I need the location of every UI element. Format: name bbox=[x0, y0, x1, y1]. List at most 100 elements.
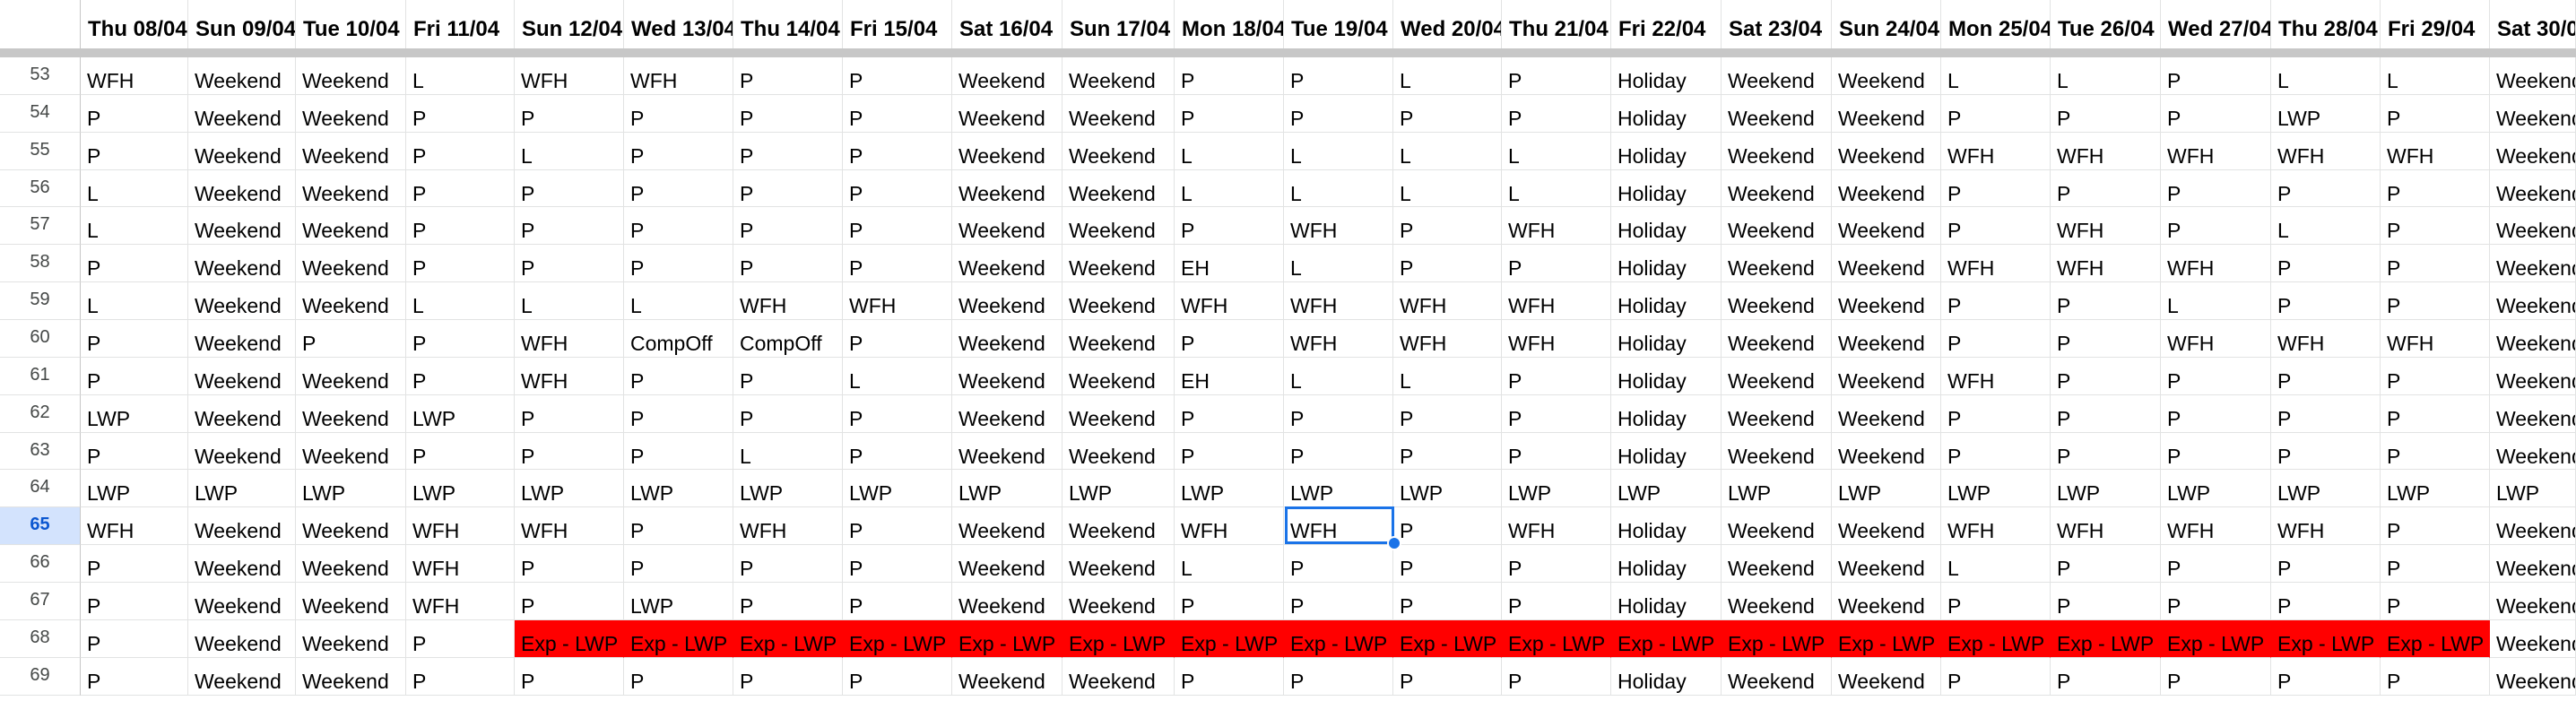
grid-cell[interactable]: P bbox=[2161, 357, 2271, 395]
grid-cell[interactable]: Weekend bbox=[296, 657, 406, 696]
grid-cell[interactable]: P bbox=[2271, 169, 2381, 208]
grid-cell[interactable]: P bbox=[2051, 169, 2161, 208]
grid-cell[interactable]: WFH bbox=[1502, 207, 1611, 246]
column-header[interactable]: Mon 25/04 bbox=[1941, 0, 2051, 48]
column-header[interactable]: Tue 10/04 bbox=[296, 0, 406, 48]
grid-cell[interactable]: P bbox=[624, 169, 733, 208]
row-number[interactable]: 53 bbox=[0, 57, 81, 95]
grid-cell[interactable]: WFH bbox=[1284, 207, 1393, 246]
grid-cell[interactable]: P bbox=[296, 320, 406, 358]
grid-cell[interactable]: Holiday bbox=[1611, 357, 1722, 395]
grid-cell[interactable]: LWP bbox=[188, 470, 296, 508]
grid-cell[interactable]: P bbox=[1284, 57, 1393, 95]
grid-cell[interactable]: Weekend bbox=[952, 394, 1062, 433]
grid-cell[interactable]: L bbox=[1284, 245, 1393, 283]
grid-cell[interactable]: WFH bbox=[2161, 132, 2271, 170]
grid-cell[interactable]: WFH bbox=[2051, 245, 2161, 283]
grid-cell[interactable]: Weekend bbox=[952, 320, 1062, 358]
grid-cell[interactable]: WFH bbox=[1393, 282, 1502, 321]
grid-cell[interactable]: P bbox=[843, 320, 952, 358]
grid-cell[interactable]: Exp - LWP bbox=[2161, 619, 2271, 658]
grid-cell[interactable]: P bbox=[2051, 320, 2161, 358]
grid-cell[interactable]: P bbox=[81, 357, 188, 395]
grid-cell[interactable]: WFH bbox=[406, 507, 515, 546]
grid-cell[interactable]: P bbox=[515, 657, 624, 696]
grid-cell[interactable]: Weekend bbox=[188, 357, 296, 395]
grid-cell[interactable]: Weekend bbox=[1832, 320, 1941, 358]
grid-cell[interactable]: WFH bbox=[2161, 507, 2271, 546]
grid-cell[interactable]: L bbox=[624, 282, 733, 321]
grid-cell[interactable]: L bbox=[406, 282, 515, 321]
grid-cell[interactable]: Weekend bbox=[1722, 320, 1832, 358]
grid-cell[interactable]: L bbox=[81, 207, 188, 246]
grid-cell[interactable]: LWP bbox=[2271, 94, 2381, 133]
grid-cell[interactable]: Holiday bbox=[1611, 57, 1722, 95]
grid-cell[interactable]: Weekend bbox=[952, 357, 1062, 395]
grid-cell[interactable]: L bbox=[2271, 207, 2381, 246]
grid-cell[interactable]: P bbox=[1284, 394, 1393, 433]
grid-cell[interactable]: Exp - LWP bbox=[624, 619, 733, 658]
column-header[interactable]: Mon 18/04 bbox=[1175, 0, 1284, 48]
grid-cell[interactable]: P bbox=[2381, 394, 2490, 433]
grid-cell[interactable]: L bbox=[406, 57, 515, 95]
grid-cell[interactable]: Weekend bbox=[2490, 132, 2576, 170]
grid-cell[interactable]: P bbox=[2381, 657, 2490, 696]
grid-cell[interactable]: Weekend bbox=[188, 545, 296, 584]
grid-cell[interactable]: Weekend bbox=[296, 282, 406, 321]
grid-cell[interactable]: L bbox=[1393, 132, 1502, 170]
grid-cell[interactable]: Weekend bbox=[1722, 432, 1832, 471]
grid-cell[interactable]: P bbox=[2161, 432, 2271, 471]
grid-cell[interactable]: P bbox=[2161, 207, 2271, 246]
grid-cell[interactable]: LWP bbox=[952, 470, 1062, 508]
grid-cell[interactable]: Weekend bbox=[1722, 357, 1832, 395]
grid-cell[interactable]: WFH bbox=[515, 320, 624, 358]
grid-cell[interactable]: Weekend bbox=[188, 169, 296, 208]
grid-cell[interactable]: P bbox=[624, 357, 733, 395]
grid-cell[interactable]: Weekend bbox=[952, 507, 1062, 546]
grid-cell[interactable]: P bbox=[515, 207, 624, 246]
grid-cell[interactable]: LWP bbox=[1832, 470, 1941, 508]
grid-cell[interactable]: P bbox=[624, 657, 733, 696]
row-number[interactable]: 54 bbox=[0, 94, 81, 133]
grid-cell[interactable]: P bbox=[2271, 583, 2381, 620]
grid-cell[interactable]: Weekend bbox=[2490, 357, 2576, 395]
grid-cell[interactable]: WFH bbox=[1941, 132, 2051, 170]
grid-cell[interactable]: Weekend bbox=[2490, 169, 2576, 208]
grid-cell[interactable]: Weekend bbox=[1062, 394, 1175, 433]
column-header[interactable]: Wed 20/04 bbox=[1393, 0, 1502, 48]
grid-cell[interactable]: Exp - LWP bbox=[1502, 619, 1611, 658]
grid-cell[interactable]: L bbox=[515, 132, 624, 170]
grid-cell[interactable]: P bbox=[1175, 432, 1284, 471]
grid-cell[interactable]: P bbox=[843, 94, 952, 133]
grid-cell[interactable]: Exp - LWP bbox=[1175, 619, 1284, 658]
grid-cell[interactable]: P bbox=[1284, 583, 1393, 620]
grid-cell[interactable]: P bbox=[406, 357, 515, 395]
column-header[interactable]: Fri 22/04 bbox=[1611, 0, 1722, 48]
grid-cell[interactable]: P bbox=[733, 57, 843, 95]
grid-cell[interactable]: L bbox=[1393, 57, 1502, 95]
grid-cell[interactable]: P bbox=[2381, 583, 2490, 620]
grid-cell[interactable]: Exp - LWP bbox=[1611, 619, 1722, 658]
grid-cell[interactable]: Weekend bbox=[1832, 583, 1941, 620]
grid-cell[interactable]: P bbox=[733, 245, 843, 283]
grid-cell[interactable]: Holiday bbox=[1611, 320, 1722, 358]
grid-cell[interactable]: Weekend bbox=[296, 507, 406, 546]
grid-cell[interactable]: P bbox=[406, 94, 515, 133]
grid-cell[interactable]: P bbox=[624, 94, 733, 133]
grid-cell[interactable]: P bbox=[1175, 394, 1284, 433]
grid-cell[interactable]: Weekend bbox=[1722, 282, 1832, 321]
grid-cell[interactable]: Weekend bbox=[188, 507, 296, 546]
grid-cell[interactable]: LWP bbox=[1502, 470, 1611, 508]
grid-cell[interactable]: P bbox=[2381, 207, 2490, 246]
grid-cell[interactable]: P bbox=[624, 207, 733, 246]
grid-cell[interactable]: P bbox=[2381, 507, 2490, 546]
grid-cell[interactable]: L bbox=[515, 282, 624, 321]
grid-cell[interactable]: Weekend bbox=[1062, 169, 1175, 208]
grid-cell[interactable]: P bbox=[1502, 657, 1611, 696]
grid-cell[interactable]: P bbox=[1284, 432, 1393, 471]
grid-cell[interactable]: P bbox=[1175, 320, 1284, 358]
grid-cell[interactable]: P bbox=[1393, 507, 1502, 546]
grid-cell[interactable]: Holiday bbox=[1611, 132, 1722, 170]
grid-cell[interactable]: P bbox=[81, 657, 188, 696]
grid-cell[interactable]: P bbox=[1502, 94, 1611, 133]
